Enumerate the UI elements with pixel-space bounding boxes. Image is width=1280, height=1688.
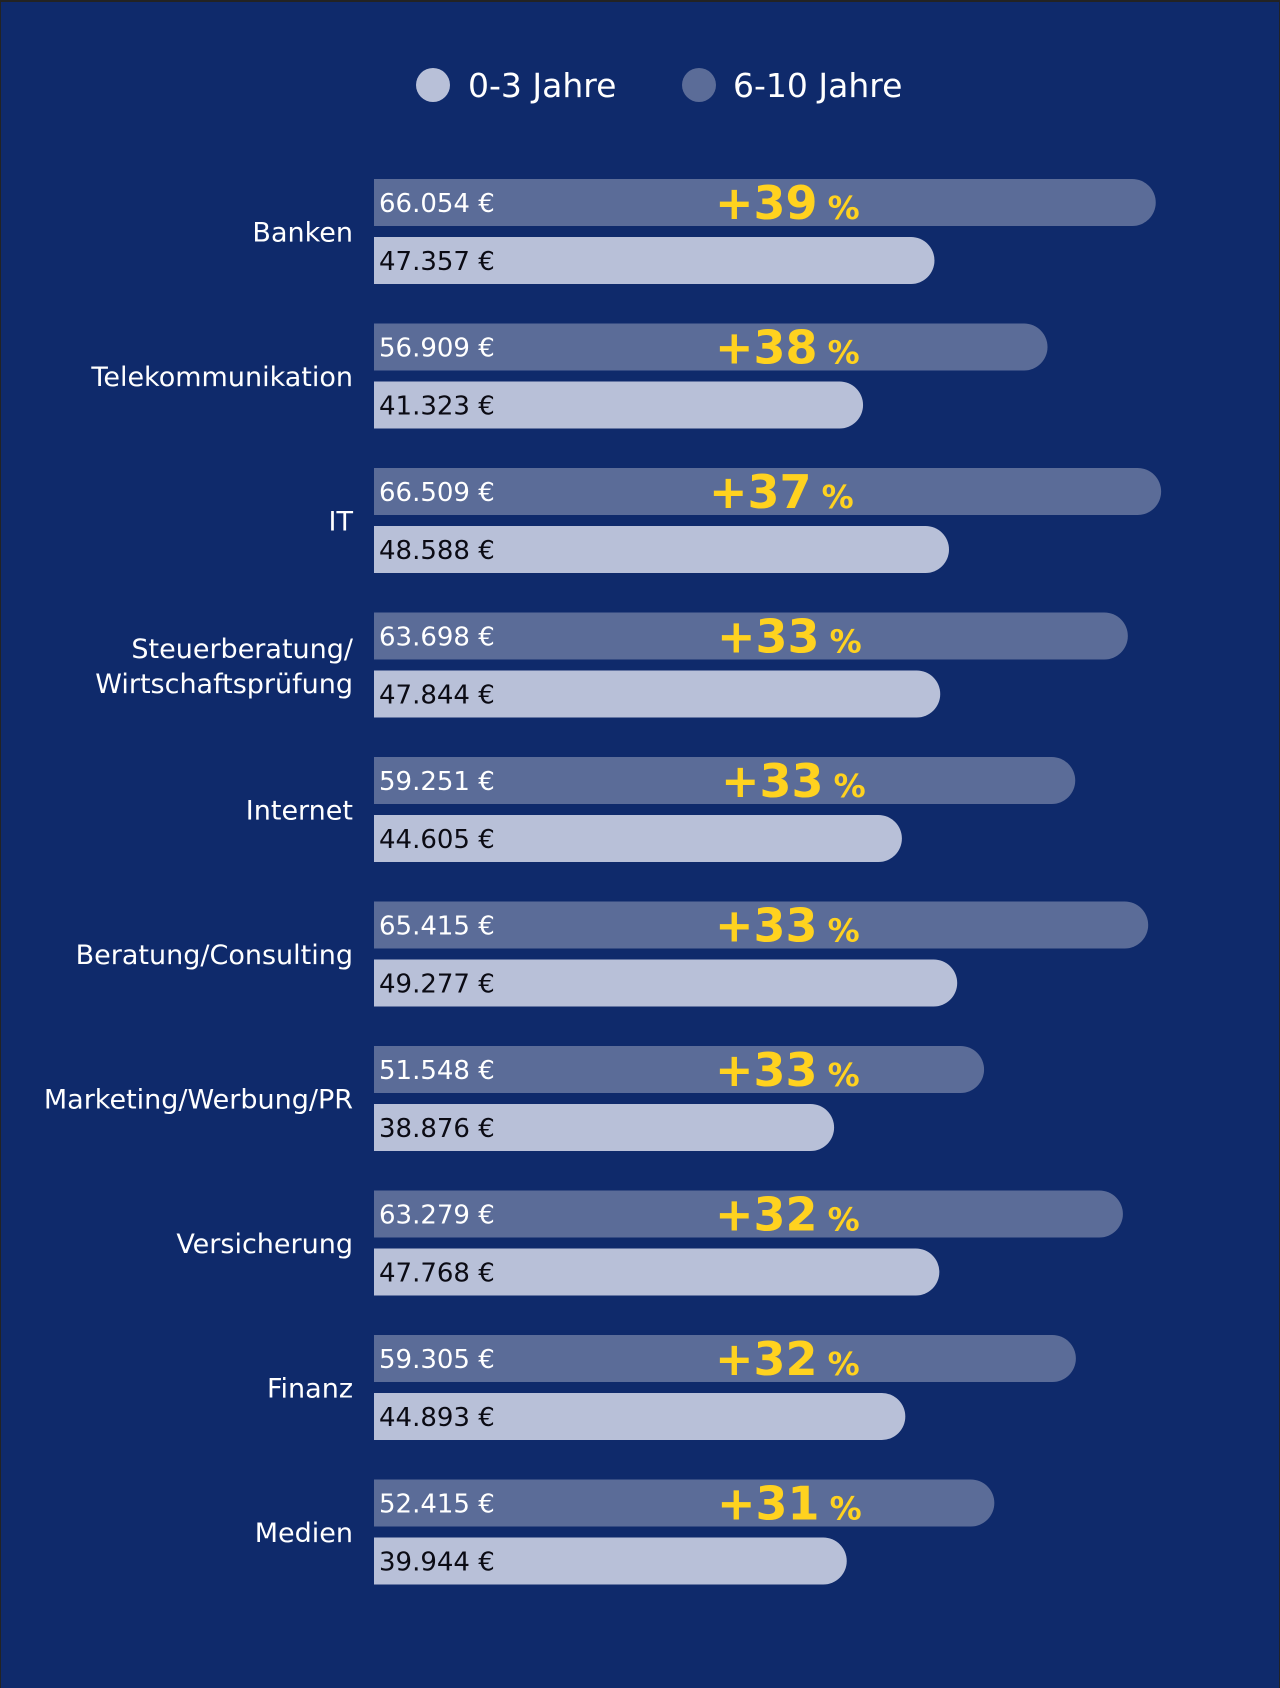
increase-unit: % <box>830 623 862 661</box>
legend-swatch-6-10 <box>682 68 716 102</box>
increase-value: +32 <box>715 1188 818 1242</box>
increase-value: +37 <box>709 465 812 519</box>
bar-6-10-jahre <box>374 323 1048 371</box>
value-label-0-3: 47.357 € <box>379 247 495 277</box>
increase-label: +31% <box>717 1477 862 1531</box>
increase-unit: % <box>828 1056 860 1094</box>
bar-6-10-jahre <box>374 612 1128 660</box>
value-label-0-3: 39.944 € <box>379 1548 495 1578</box>
value-label-6-10: 66.509 € <box>379 478 495 508</box>
value-label-0-3: 48.588 € <box>379 536 495 566</box>
category-label: Steuerberatung/ <box>131 634 354 665</box>
increase-unit: % <box>828 912 860 950</box>
increase-value: +33 <box>715 1043 818 1097</box>
increase-label: +33% <box>715 1043 860 1097</box>
value-label-6-10: 63.279 € <box>379 1201 495 1231</box>
bar-6-10-jahre <box>374 179 1156 226</box>
bar-6-10-jahre <box>374 901 1149 949</box>
bar-6-10-jahre <box>374 468 1162 515</box>
increase-label: +33% <box>721 754 866 808</box>
value-label-6-10: 56.909 € <box>379 334 495 364</box>
value-label-0-3: 38.876 € <box>379 1114 495 1144</box>
increase-value: +33 <box>717 610 820 664</box>
bar-6-10-jahre <box>374 1190 1123 1238</box>
bar-6-10-jahre <box>374 1335 1076 1382</box>
value-label-6-10: 59.251 € <box>379 767 495 797</box>
increase-label: +39% <box>715 176 860 230</box>
category-label: Versicherung <box>176 1229 353 1260</box>
category-label: Beratung/Consulting <box>76 940 353 971</box>
increase-unit: % <box>834 767 866 805</box>
value-label-6-10: 51.548 € <box>379 1056 495 1086</box>
value-label-6-10: 52.415 € <box>379 1490 495 1520</box>
category-label: Banken <box>252 218 353 249</box>
value-label-0-3: 41.323 € <box>379 392 495 422</box>
increase-value: +31 <box>717 1477 820 1531</box>
increase-value: +33 <box>715 899 818 953</box>
increase-value: +32 <box>715 1332 818 1386</box>
increase-value: +38 <box>715 321 818 375</box>
increase-label: +32% <box>715 1332 860 1386</box>
bar-6-10-jahre <box>374 757 1076 804</box>
bar-0-3-jahre <box>374 670 941 718</box>
category-label: Telekommunikation <box>90 362 353 393</box>
value-label-6-10: 65.415 € <box>379 912 495 942</box>
bar-0-3-jahre <box>374 1392 906 1440</box>
bar-0-3-jahre <box>374 1104 835 1151</box>
increase-label: +32% <box>715 1188 860 1242</box>
legend-swatch-0-3 <box>416 68 450 102</box>
value-label-0-3: 44.893 € <box>379 1403 495 1433</box>
bar-0-3-jahre <box>374 526 950 573</box>
increase-label: +38% <box>715 321 860 375</box>
category-label: Medien <box>255 1518 353 1549</box>
increase-unit: % <box>828 1201 860 1239</box>
bar-0-3-jahre <box>374 815 902 862</box>
category-label: Marketing/Werbung/PR <box>44 1085 353 1116</box>
category-label: Wirtschaftsprüfung <box>95 669 353 700</box>
increase-unit: % <box>828 334 860 372</box>
bar-0-3-jahre <box>374 1537 847 1585</box>
bar-0-3-jahre <box>374 1248 940 1296</box>
increase-unit: % <box>828 1345 860 1383</box>
category-label: Internet <box>246 796 353 827</box>
bar-0-3-jahre <box>374 381 864 429</box>
bar-6-10-jahre <box>374 1479 995 1527</box>
increase-unit: % <box>830 1490 862 1528</box>
increase-label: +33% <box>715 899 860 953</box>
bar-0-3-jahre <box>374 959 958 1007</box>
bar-0-3-jahre <box>374 237 935 284</box>
legend-label-6-10: 6-10 Jahre <box>733 66 902 105</box>
value-label-0-3: 49.277 € <box>379 970 495 1000</box>
bar-6-10-jahre <box>374 1046 985 1093</box>
value-label-0-3: 47.844 € <box>379 681 495 711</box>
value-label-0-3: 47.768 € <box>379 1259 495 1289</box>
increase-value: +39 <box>715 176 818 230</box>
value-label-0-3: 44.605 € <box>379 825 495 855</box>
value-label-6-10: 66.054 € <box>379 189 495 219</box>
category-label: Finanz <box>267 1374 353 1405</box>
category-label: IT <box>329 507 354 538</box>
increase-value: +33 <box>721 754 824 808</box>
increase-unit: % <box>822 478 854 516</box>
increase-unit: % <box>828 189 860 227</box>
legend-label-0-3: 0-3 Jahre <box>468 66 616 105</box>
value-label-6-10: 63.698 € <box>379 623 495 653</box>
value-label-6-10: 59.305 € <box>379 1345 495 1375</box>
increase-label: +33% <box>717 610 862 664</box>
increase-label: +37% <box>709 465 854 519</box>
